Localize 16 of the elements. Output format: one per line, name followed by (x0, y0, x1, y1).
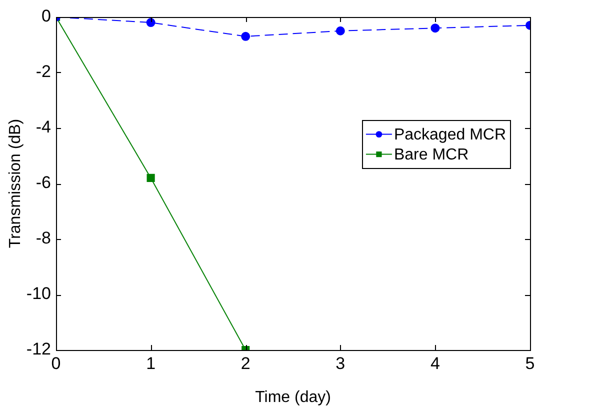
legend-label: Bare MCR (394, 146, 469, 164)
y-tick-label: -12 (26, 340, 51, 359)
legend-label: Packaged MCR (394, 126, 506, 144)
x-tick-label: 3 (336, 354, 346, 373)
y-tick-label: -6 (36, 173, 51, 192)
y-tick-label: -2 (36, 62, 51, 82)
y-tick-label: 0 (42, 6, 51, 26)
y-axis-title: Transmission (dB) (7, 118, 24, 248)
y-tick-label: -8 (36, 228, 51, 248)
x-tick-label: 1 (146, 354, 156, 373)
x-tick-label: 4 (430, 354, 440, 373)
x-axis-title: Time (day) (255, 388, 331, 406)
y-tick-label: -10 (26, 284, 51, 304)
y-tick-label: -4 (36, 118, 51, 137)
x-tick-label: 5 (525, 354, 535, 373)
x-tick-label: 2 (240, 354, 250, 373)
